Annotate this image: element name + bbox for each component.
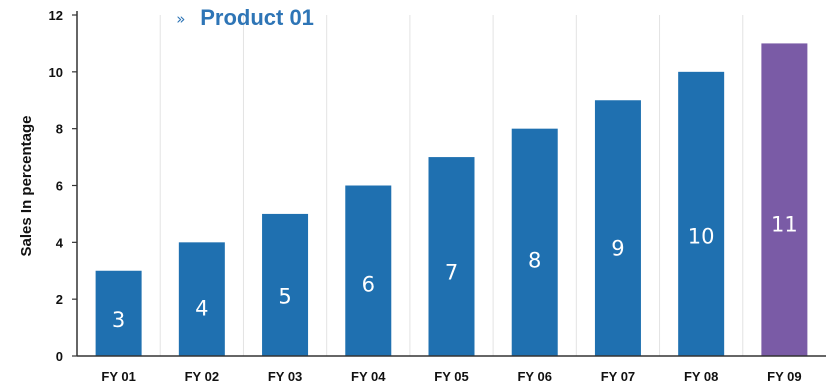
bar bbox=[262, 213, 309, 356]
data-label: 8 bbox=[528, 249, 541, 273]
bar bbox=[511, 128, 558, 356]
x-tick-label: FY 05 bbox=[434, 369, 468, 384]
x-tick-label: FY 01 bbox=[101, 369, 135, 384]
x-tick-label: FY 02 bbox=[185, 369, 219, 384]
data-labels: 3 4 5 6 7 8 9 10 11 bbox=[112, 213, 798, 332]
bar bbox=[678, 71, 725, 356]
data-label: 7 bbox=[445, 260, 458, 284]
y-tick-labels: 0 2 4 6 8 10 12 bbox=[49, 8, 77, 364]
x-tick-label: FY 08 bbox=[684, 369, 718, 384]
y-tick-label: 8 bbox=[56, 122, 63, 137]
bars bbox=[95, 43, 808, 357]
data-label: 5 bbox=[278, 284, 291, 308]
data-label: 9 bbox=[611, 237, 624, 261]
y-tick-label: 12 bbox=[49, 8, 63, 23]
group-marker-icon: » bbox=[176, 10, 185, 28]
bar bbox=[761, 43, 808, 357]
product-group-labels: »Product 01»Product 02 bbox=[176, 5, 314, 30]
bar bbox=[95, 270, 142, 356]
y-axis-label: Sales In percentage bbox=[18, 116, 35, 257]
bar bbox=[594, 100, 641, 356]
y-tick-label: 10 bbox=[49, 65, 63, 80]
data-label: 6 bbox=[362, 272, 375, 296]
data-label: 4 bbox=[195, 296, 208, 320]
y-tick-label: 6 bbox=[56, 179, 63, 194]
data-label: 10 bbox=[688, 225, 715, 249]
x-tick-label: FY 03 bbox=[268, 369, 302, 384]
data-label: 3 bbox=[112, 308, 125, 332]
y-tick-label: 0 bbox=[56, 349, 63, 364]
y-tick-label: 4 bbox=[56, 235, 64, 250]
y-tick-label: 2 bbox=[56, 292, 63, 307]
x-tick-labels: FY 01 FY 02 FY 03 FY 04 FY 05 FY 06 FY 07 FY 08… bbox=[101, 369, 801, 384]
x-tick-label: FY 04 bbox=[351, 369, 386, 384]
x-tick-label: FY 07 bbox=[601, 369, 635, 384]
bar bbox=[345, 185, 392, 356]
data-label: 11 bbox=[771, 213, 798, 237]
grid-lines bbox=[159, 15, 744, 356]
bar bbox=[428, 157, 475, 356]
x-tick-label: FY 09 bbox=[767, 369, 801, 384]
bar bbox=[178, 242, 225, 356]
group-name: Product 01 bbox=[200, 5, 314, 30]
x-tick-label: FY 06 bbox=[517, 369, 551, 384]
